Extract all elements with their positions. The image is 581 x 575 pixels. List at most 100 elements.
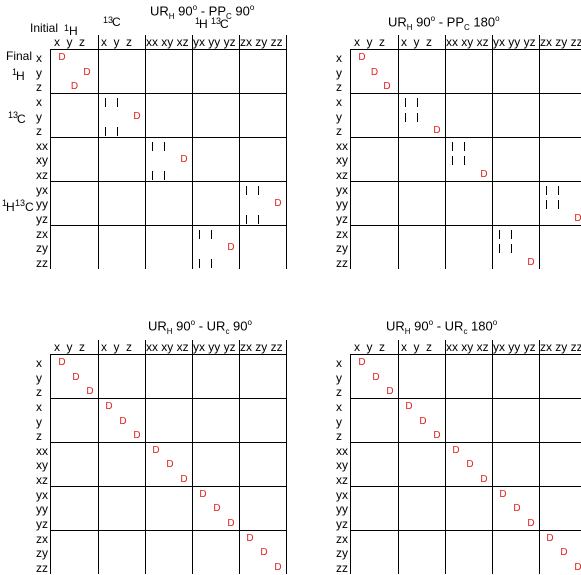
header-underline xyxy=(350,49,581,50)
column-header: xy xyxy=(161,340,174,354)
column-header: x xyxy=(354,35,360,49)
block-divider-v xyxy=(445,340,446,574)
bar-mark xyxy=(405,97,406,107)
row-header: y xyxy=(336,370,342,385)
bar-mark xyxy=(258,214,259,224)
column-header: yx xyxy=(493,340,505,354)
column-header: z xyxy=(126,340,132,354)
column-header: x xyxy=(101,35,107,49)
row-header: xx xyxy=(336,138,348,153)
matrix-panel-4: x y z x y z xx xy xz yx yy yz zx zy zz x y z x y z xx xy xz yx yy… xyxy=(334,340,581,575)
D-mark: D xyxy=(452,444,460,456)
bar-mark xyxy=(452,156,453,166)
row-header: xx xyxy=(36,443,48,458)
D-mark: D xyxy=(58,52,66,63)
block-divider-h xyxy=(350,397,581,399)
bar-mark xyxy=(511,244,512,254)
bar-mark xyxy=(152,171,153,180)
column-header: zy xyxy=(555,340,568,354)
block-divider-v xyxy=(145,35,146,269)
block-divider-h xyxy=(350,529,581,531)
D-mark: D xyxy=(574,561,581,573)
bar-mark xyxy=(464,156,465,166)
bar-mark xyxy=(246,185,247,195)
bar-mark xyxy=(546,200,547,210)
hc-h: H xyxy=(199,17,208,31)
block-divider-v xyxy=(145,340,146,574)
bar-mark xyxy=(452,141,453,151)
row-header: zx xyxy=(36,531,48,546)
row-hc-sup1: 1 xyxy=(2,198,8,208)
column-header: y xyxy=(366,35,373,49)
column-header: y xyxy=(413,35,420,49)
header-underline xyxy=(50,49,287,50)
row-header: yy xyxy=(36,197,48,212)
row-header: xy xyxy=(36,153,48,168)
block-divider-v xyxy=(192,35,193,269)
D-mark: D xyxy=(152,444,160,456)
column-header: yz xyxy=(523,340,536,354)
column-header: xy xyxy=(461,35,474,49)
column-header: yx xyxy=(193,340,205,354)
block-divider-v xyxy=(445,35,446,269)
column-header: zy xyxy=(255,340,268,354)
hc-sup1: 1 xyxy=(195,16,201,26)
bar-mark xyxy=(558,200,559,210)
block-divider-v xyxy=(492,35,493,269)
row-header: yx xyxy=(336,182,348,197)
block-divider-v xyxy=(286,340,287,574)
block-divider-v xyxy=(350,354,351,574)
bar-mark xyxy=(211,229,212,239)
block-divider-h xyxy=(50,529,287,531)
block-divider-v xyxy=(98,35,99,269)
column-header: z xyxy=(79,340,85,354)
row-header: zy xyxy=(36,546,48,561)
row-header: z xyxy=(336,429,342,444)
D-mark: D xyxy=(499,488,507,500)
row-header: yx xyxy=(336,487,348,502)
row-header: xx xyxy=(36,138,48,153)
c13-sup: 13 xyxy=(103,15,114,25)
block-divider-v xyxy=(492,340,493,574)
column-header: yx xyxy=(493,35,505,49)
D-mark: D xyxy=(133,110,141,122)
row-header: z xyxy=(36,124,42,139)
D-mark: D xyxy=(86,386,94,398)
column-header: zx xyxy=(240,35,252,49)
row-header: y xyxy=(36,414,42,429)
column-header: zy xyxy=(555,35,568,49)
hc-sup2: 13 xyxy=(211,16,222,26)
D-mark: D xyxy=(227,517,235,529)
row-header: z xyxy=(36,385,42,400)
column-header: x xyxy=(54,35,60,49)
D-mark: D xyxy=(574,212,581,224)
column-header: zz xyxy=(570,35,581,49)
block-divider-h xyxy=(350,441,581,443)
bar-mark xyxy=(199,258,200,268)
column-header: yz xyxy=(223,340,236,354)
row-header: y xyxy=(336,414,342,429)
block-divider-h xyxy=(350,136,581,138)
column-header: yy xyxy=(208,340,221,354)
D-mark: D xyxy=(419,415,427,427)
row-header: zz xyxy=(36,560,48,575)
column-header: x xyxy=(401,340,407,354)
panel-title: URH 90o - PPC 90o xyxy=(150,3,255,21)
column-header: yx xyxy=(193,35,205,49)
D-mark: D xyxy=(480,474,488,485)
block-divider-v xyxy=(539,340,540,574)
row-c13-letter: C xyxy=(17,112,26,126)
panel-title: URH 90o - PPC 180o xyxy=(388,14,500,32)
matrix-panel-2: x y z x y z xx xy xz yx yy yz zx zy zz x y z x y z xx xy xz yx yy… xyxy=(334,35,581,270)
D-mark: D xyxy=(119,415,127,427)
row-header: x xyxy=(36,51,42,65)
column-header: yy xyxy=(508,35,521,49)
bar-mark xyxy=(258,185,259,195)
row-header: x xyxy=(336,356,342,370)
row-header: yz xyxy=(336,211,348,226)
block-divider-h xyxy=(350,180,581,182)
column-header: xy xyxy=(161,35,174,49)
row-header: yx xyxy=(36,487,48,502)
column-header: y xyxy=(66,340,73,354)
h1-letter: H xyxy=(69,24,78,38)
